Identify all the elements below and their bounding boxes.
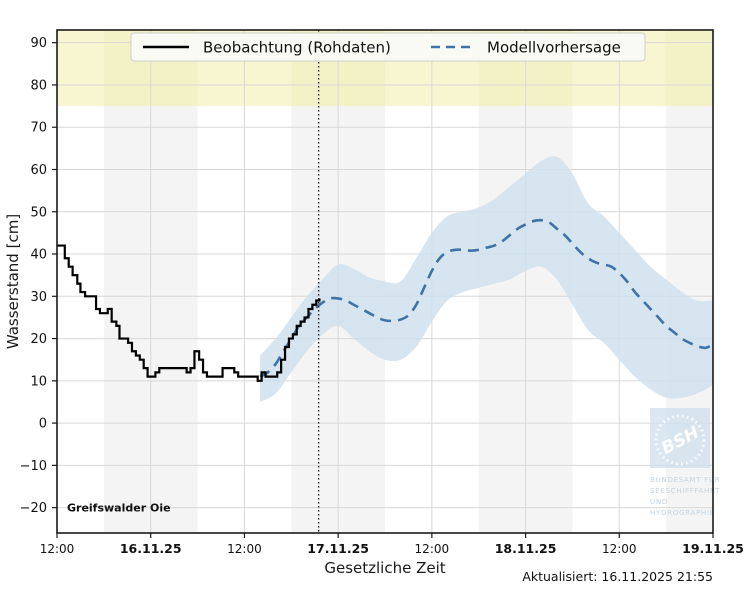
- watermark-line: UND: [650, 497, 668, 506]
- y-tick-label: 0: [39, 417, 47, 432]
- legend-label-observation: Beobachtung (Rohdaten): [203, 39, 391, 57]
- x-tick-label-date: 16.11.25: [120, 541, 182, 556]
- y-axis-ticks: −20 −10 0 10 20 30 40 50 60 70 80 90: [20, 36, 57, 516]
- x-tick-label-date: 19.11.25: [682, 541, 744, 556]
- x-tick-label-time: 12:00: [40, 542, 75, 556]
- y-tick-label: 50: [30, 205, 47, 220]
- axis-labels: Wasserstand [cm] Gesetzliche Zeit Greifswa…: [4, 214, 713, 584]
- x-axis-title-text: Gesetzliche Zeit: [324, 559, 445, 577]
- y-tick-label: 70: [30, 121, 47, 136]
- watermark-seal-ring: [654, 414, 706, 466]
- observation-path: [57, 244, 321, 382]
- x-tick-label-date: 17.11.25: [307, 541, 369, 556]
- y-tick-label: −10: [20, 459, 47, 474]
- plot-frame: [56, 29, 714, 534]
- station-name-text: Greifswalder Oie: [67, 502, 171, 515]
- watermark-line: BUNDESAMT FÜR: [650, 475, 720, 484]
- x-tick-label-time: 12:00: [415, 542, 450, 556]
- y-axis-title-text: Wasserstand [cm]: [4, 214, 22, 349]
- updated-timestamp-text: Aktualisiert: 16.11.2025 21:55: [522, 569, 713, 584]
- x-tick-label-time: 12:00: [602, 542, 637, 556]
- y-tick-label: 90: [30, 36, 47, 51]
- x-tick-label-time: 12:00: [227, 542, 262, 556]
- forecast-series-line: [259, 218, 714, 378]
- watermark-line: SEESCHIFFFAHRT: [650, 486, 720, 495]
- plot-border: [56, 29, 714, 534]
- x-axis-ticks: 12:00 16.11.25 12:00 17.11.25 12:00 18.11.25 1…: [40, 533, 744, 556]
- uncertainty-area: [260, 156, 713, 402]
- x-tick-label-date: 18.11.25: [495, 541, 557, 556]
- chart-legend: Beobachtung (Rohdaten) Modellvorhersage: [130, 32, 646, 62]
- y-tick-label: 40: [30, 248, 47, 263]
- y-tick-label: 20: [30, 332, 47, 347]
- watermark-line: HYDROGRAPHIE: [650, 508, 715, 517]
- y-tick-label: 30: [30, 290, 47, 305]
- forecast-path: [259, 218, 714, 378]
- observation-series-line: [57, 244, 321, 382]
- y-tick-label: 60: [30, 163, 47, 178]
- y-tick-label: 10: [30, 374, 47, 389]
- legend-box: [130, 32, 646, 62]
- y-tick-label: −20: [20, 501, 47, 516]
- warning-band-night-overlap: [666, 30, 713, 107]
- y-tick-label: 80: [30, 78, 47, 93]
- legend-label-forecast: Modellvorhersage: [487, 39, 621, 57]
- forecast-uncertainty-band: [260, 156, 713, 402]
- watermark-block: [650, 408, 710, 468]
